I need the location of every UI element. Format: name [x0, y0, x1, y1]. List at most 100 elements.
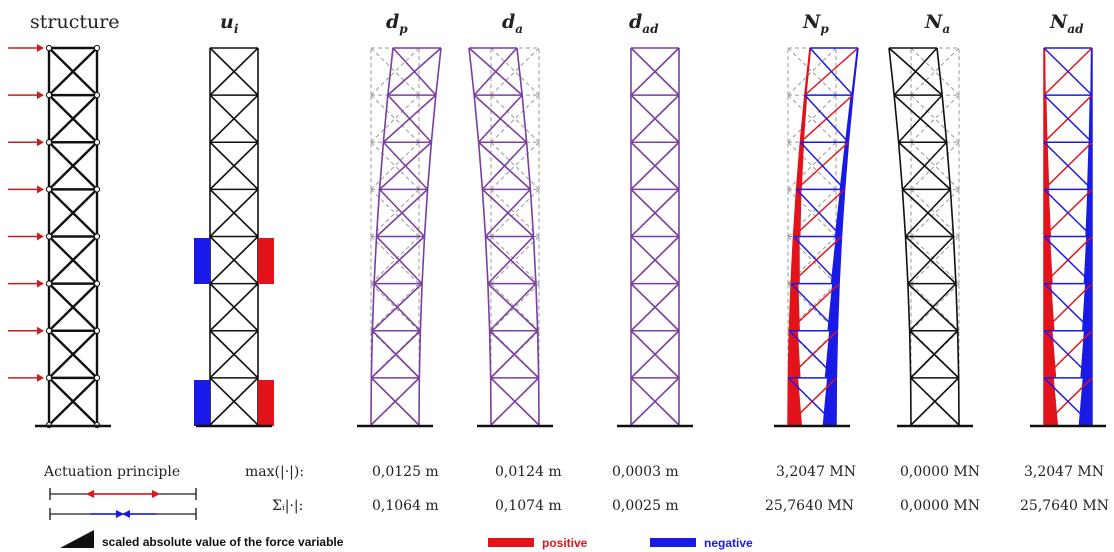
- truss-member: [490, 330, 540, 379]
- truss-member: [371, 330, 420, 379]
- truss-member: [788, 283, 792, 331]
- actuator-negative: [194, 380, 210, 426]
- truss-member: [936, 47, 943, 96]
- truss-member: [370, 47, 420, 96]
- truss-member: [387, 47, 394, 96]
- truss-member: [370, 189, 420, 237]
- truss-member: [897, 142, 904, 190]
- truss-node: [93, 186, 101, 193]
- force-wedge-negative: [1080, 330, 1092, 378]
- truss-member: [888, 47, 943, 96]
- stat-sum-na: 0,0000 MN: [900, 498, 980, 514]
- truss-member: [370, 47, 420, 96]
- truss-member: [910, 236, 960, 284]
- truss-member: [901, 188, 955, 238]
- truss-member: [378, 142, 385, 190]
- stat-max-dp: 0,0125 m: [372, 464, 439, 480]
- truss-member: [426, 142, 433, 190]
- load-arrow-head: [37, 185, 44, 194]
- truss-member: [382, 141, 429, 190]
- stat-sum-dad: 0,0025 m: [612, 498, 679, 514]
- truss-node: [45, 280, 53, 287]
- truss-member: [370, 330, 420, 379]
- truss-member: [630, 235, 680, 285]
- truss-member: [840, 189, 846, 237]
- force-wedge-negative: [839, 142, 849, 190]
- stat-max-da: 0,0124 m: [495, 464, 562, 480]
- truss-member: [787, 47, 837, 96]
- truss-member: [209, 330, 259, 379]
- truss-member: [421, 236, 426, 284]
- truss-member: [787, 330, 837, 379]
- truss-member: [630, 188, 680, 238]
- truss-member: [209, 283, 259, 332]
- truss-member: [630, 47, 680, 96]
- truss-member: [375, 189, 381, 237]
- load-arrow-head: [37, 91, 44, 100]
- truss-member: [370, 330, 374, 378]
- title-na: Na: [924, 11, 950, 36]
- truss-member: [804, 47, 811, 96]
- truss-node: [93, 280, 101, 287]
- truss-member: [787, 94, 837, 143]
- truss-member: [949, 189, 955, 237]
- force-wedge-positive: [796, 142, 805, 190]
- truss-deformed-p: [357, 47, 442, 428]
- truss-member: [790, 283, 838, 332]
- truss-member: [893, 95, 900, 143]
- truss-member: [525, 142, 532, 190]
- title-nad: Nad: [1049, 11, 1084, 36]
- truss-member: [787, 189, 837, 237]
- title-structure: structure: [30, 11, 120, 33]
- stat-max-na: 0,0000 MN: [900, 464, 980, 480]
- truss-member: [1043, 235, 1093, 285]
- truss-member: [209, 188, 259, 238]
- stat-sum-da: 0,1074 m: [495, 498, 562, 514]
- truss-member: [1043, 330, 1093, 379]
- truss-member: [898, 141, 951, 190]
- truss-member: [490, 330, 540, 379]
- truss-member: [1043, 283, 1093, 332]
- truss-member: [535, 283, 539, 331]
- truss-member: [1043, 377, 1093, 426]
- truss-node: [45, 92, 53, 99]
- truss-member: [379, 188, 426, 238]
- truss-member: [387, 94, 432, 143]
- force-wedge-negative: [830, 236, 842, 284]
- truss-member: [835, 330, 839, 378]
- truss-member: [888, 47, 895, 96]
- truss-actuation: [194, 47, 274, 428]
- negative-swatch: [650, 538, 696, 547]
- truss-member: [48, 47, 98, 96]
- truss-member: [795, 142, 802, 190]
- truss-member: [419, 283, 423, 331]
- truss-member: [529, 189, 535, 237]
- truss-member: [468, 47, 523, 96]
- negative-label: negative: [704, 536, 753, 550]
- truss-member: [910, 141, 960, 190]
- truss-force-ad: [1030, 47, 1106, 428]
- truss-member: [904, 236, 909, 284]
- truss-member: [787, 94, 837, 143]
- truss-member: [490, 47, 540, 96]
- truss-member: [945, 142, 952, 190]
- truss-member: [901, 189, 907, 237]
- truss-member: [787, 283, 837, 332]
- truss-member: [490, 236, 540, 284]
- truss-member: [799, 141, 846, 190]
- force-wedge-negative: [827, 283, 840, 331]
- truss-member: [392, 47, 437, 96]
- truss-member: [209, 235, 259, 285]
- truss-member: [473, 95, 480, 143]
- force-wedge-negative: [822, 377, 837, 425]
- positive-label: positive: [542, 536, 588, 550]
- truss-member: [481, 188, 535, 238]
- truss-member: [473, 94, 528, 143]
- truss-member: [1043, 94, 1093, 143]
- truss-member: [910, 141, 960, 190]
- truss-member: [370, 141, 420, 190]
- force-wedge-positive: [1044, 330, 1057, 378]
- truss-member: [370, 330, 420, 379]
- title-np: Np: [802, 11, 829, 36]
- truss-member: [373, 283, 421, 332]
